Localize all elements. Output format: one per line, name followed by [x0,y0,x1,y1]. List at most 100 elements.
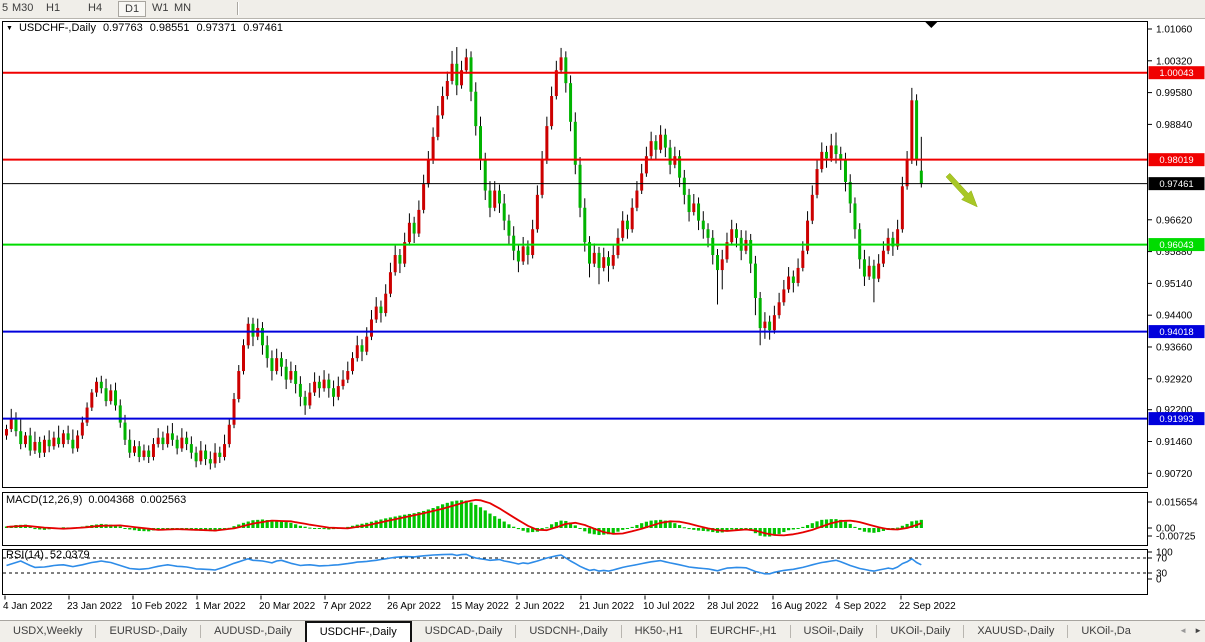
chart-collapse-triangle-icon[interactable]: ▼ [6,24,13,32]
time-axis-label: 16 Aug 2022 [771,601,828,612]
macd-panel[interactable] [2,492,1148,546]
price-axis-tick-label: 0.90720 [1156,469,1193,480]
macd-bar [516,528,521,530]
candle-body [815,169,819,195]
badge-text: 0.98019 [1159,155,1193,166]
macd-bar [303,526,307,528]
price-axis-tick-label: 0.99580 [1156,88,1193,99]
candle-body [294,371,298,384]
ohlc-low: 0.97371 [196,22,237,34]
macd-bar [625,528,630,529]
timeframe-button-d1[interactable]: D1 [118,1,147,17]
chart-tab-hk50-h1[interactable]: HK50-,H1 [634,625,683,637]
candle-body [630,207,634,230]
macd-bar [777,528,781,534]
macd-bar [526,528,530,533]
candle-body [251,323,255,337]
candle-body [597,252,601,268]
macd-bar [455,500,459,528]
candle-body [621,220,625,238]
rsi-panel[interactable] [2,549,1148,595]
tab-separator [620,625,622,638]
chart-tab-usdcad-daily[interactable]: USDCAD-,Daily [424,625,503,637]
candle-body [298,383,302,397]
macd-bar [407,513,411,528]
badge-bg [1148,412,1205,426]
candle-body [407,222,411,243]
candle-body [151,444,155,457]
timeframe-button-h4[interactable]: H4 [88,2,103,14]
chart-tab-ukoil-da[interactable]: UKOil-,Da [1081,625,1131,637]
macd-bar [692,528,696,530]
timeframe-button-w1[interactable]: W1 [152,2,169,14]
macd-bar [616,528,620,532]
chart-tab-usdx-weekly[interactable]: USDX,Weekly [13,625,83,637]
candle-body [611,255,615,266]
macd-bar [896,527,900,529]
candle-body [464,57,468,71]
price-axis-tick-label: 0.95140 [1156,279,1193,290]
rsi-axis-label: 30 [1156,569,1168,580]
time-axis-label: 21 Jun 2022 [579,601,634,612]
macd-bar [4,526,9,528]
candle-body [915,100,919,161]
macd-bar [166,528,170,529]
main-chart-panel[interactable] [2,21,1148,488]
macd-bar [284,522,288,528]
macd-bar [578,528,582,529]
macd-bar [782,528,786,533]
macd-bar [128,528,132,530]
candle-body [659,134,663,150]
macd-bar [568,522,573,528]
macd-bar [440,504,445,528]
timeframe-button-mn[interactable]: MN [174,2,192,14]
chart-tab-usdcnh-daily[interactable]: USDCNH-,Daily [529,625,608,637]
macd-bar [834,519,838,528]
candle-body [199,450,203,462]
time-axis-label: 4 Sep 2022 [835,601,887,612]
candle-body [606,257,610,266]
tab-scroll-right-icon[interactable]: ► [1194,626,1202,635]
tab-separator [876,625,878,638]
macd-bar [772,528,776,536]
candle-body [730,229,734,243]
chart-canvas[interactable]: 1.01060 1.00320 0.99580 0.98840 0.96620 0.958… [0,0,1205,620]
macd-bar [791,528,795,530]
macd-axis-label: 0.015654 [1156,498,1198,509]
time-axis[interactable]: 4 Jan 2022 23 Jan 2022 10 Feb 2022 1 Mar 20… [3,595,956,613]
macd-bar [483,510,487,528]
timeframe-button-partial[interactable]: 5 [2,2,9,14]
chart-tab-audusd-daily[interactable]: AUDUSD-,Daily [214,625,292,637]
macd-bar [275,520,279,528]
chart-shift-marker-icon[interactable] [925,22,938,28]
macd-bar [843,521,848,528]
macd-value-signal: 0.002563 [140,494,187,506]
candle-body [697,203,701,221]
timeframe-button-m30[interactable]: M30 [12,2,34,14]
price-axis-tick-label: 0.93660 [1156,342,1193,353]
macd-bar [298,525,302,528]
macd-bar [412,513,416,528]
timeframe-button-h1[interactable]: H1 [46,2,61,14]
chart-tab-usdchf-daily[interactable]: USDCHF-,Daily [304,621,412,642]
macd-bar [768,528,772,537]
time-axis-label: 10 Jul 2022 [643,601,695,612]
badge-text: 0.97461 [1159,179,1193,190]
candle-body [668,147,672,165]
candle-body [322,379,326,389]
chart-tab-xauusd-daily[interactable]: XAUUSD-,Daily [977,625,1055,637]
candle-body [5,429,8,436]
chart-tab-usoil-daily[interactable]: USOil-,Daily [803,625,864,637]
candle-body [23,435,27,445]
chart-tab-eurchf-h1[interactable]: EURCHF-,H1 [709,625,777,637]
macd-bar [403,514,407,528]
chart-tab-eurusd-daily[interactable]: EURUSD-,Daily [109,625,188,637]
price-axis[interactable]: 1.01060 1.00320 0.99580 0.98840 0.96620 0.958… [1148,25,1205,586]
down-arrow-annotation[interactable] [945,172,978,208]
candle-body [474,91,478,127]
chart-tab-ukoil-daily[interactable]: UKOil-,Daily [890,625,951,637]
price-level-badge-0.98019: 0.98019 [1148,153,1205,167]
tab-scroll-left-icon[interactable]: ◄ [1179,626,1188,635]
rsi-axis-label: 0 [1156,575,1162,586]
candle-body [189,444,193,453]
